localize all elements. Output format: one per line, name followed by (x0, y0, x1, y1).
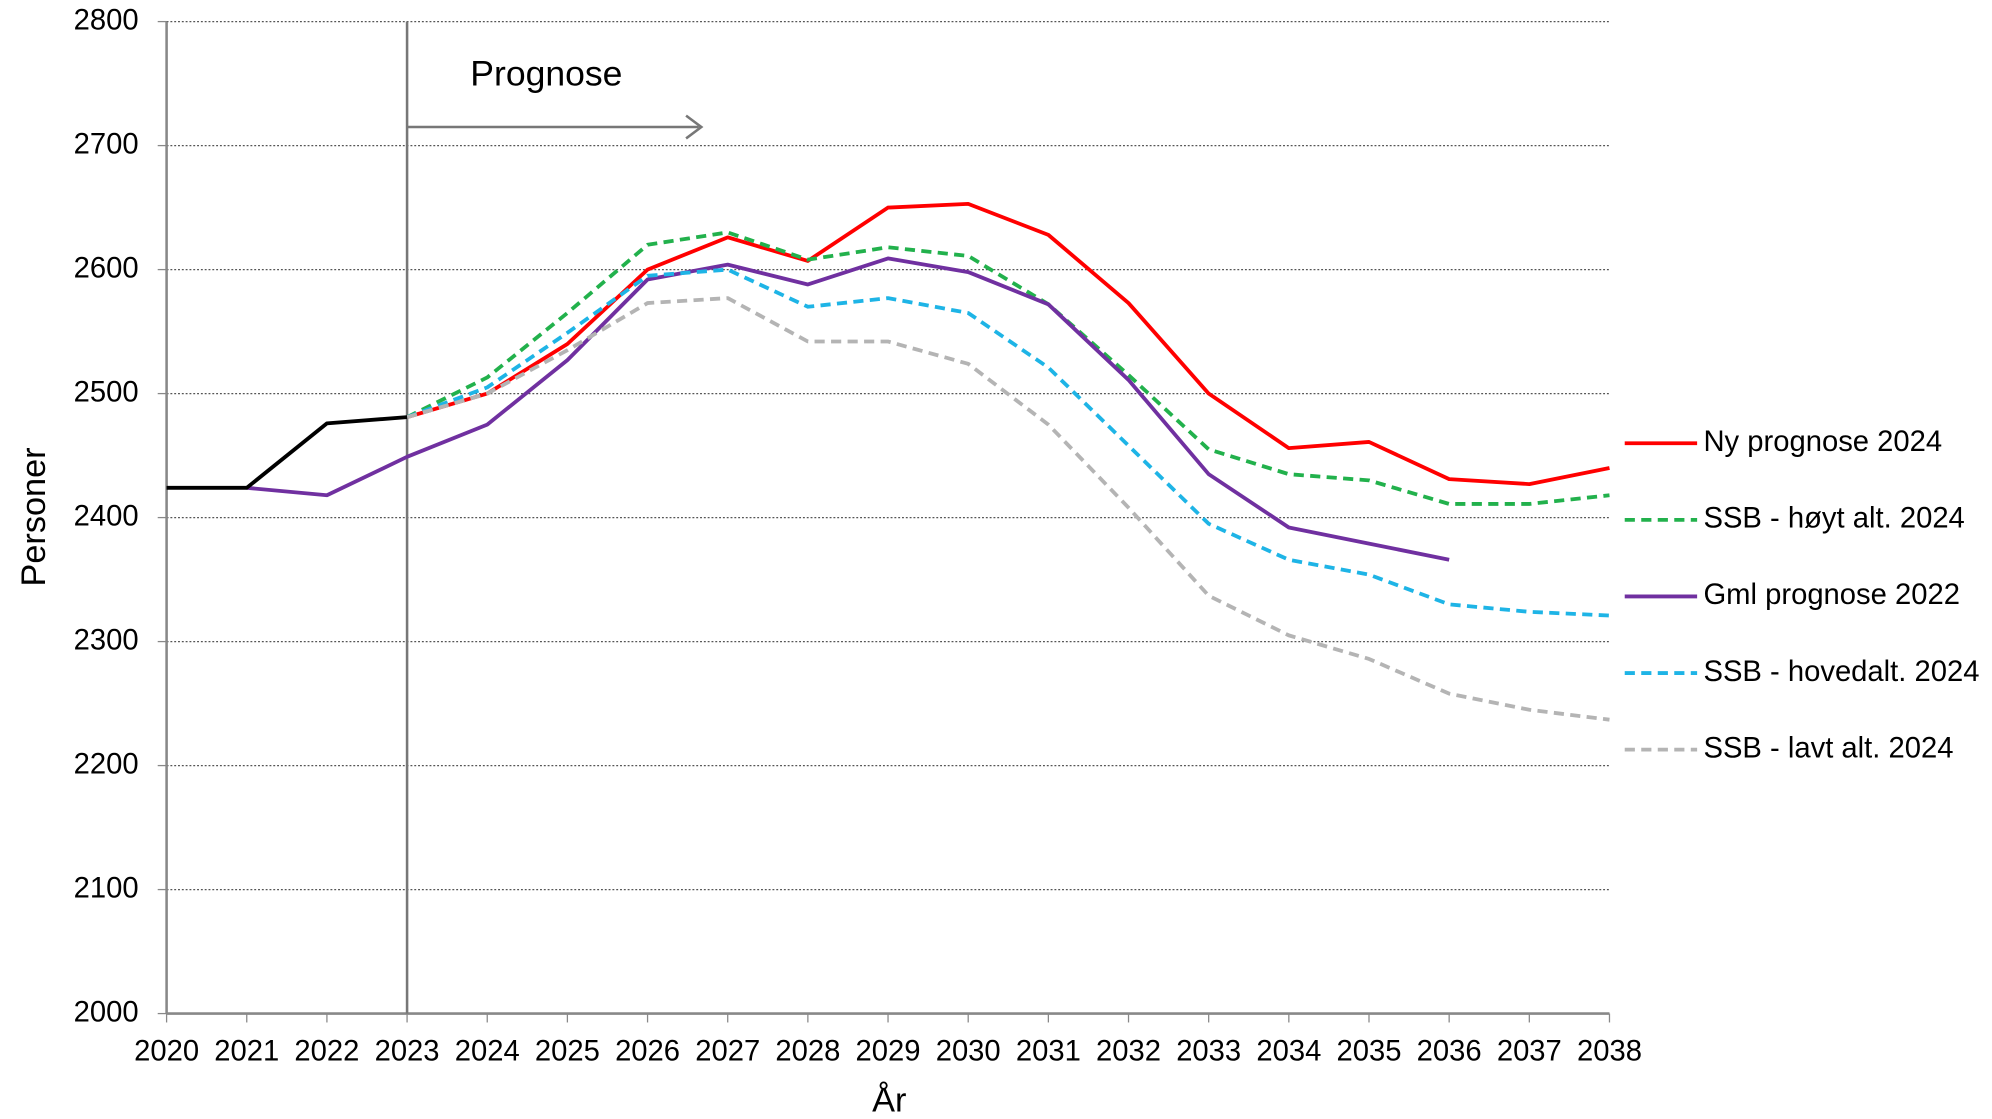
y-tick-label: 2300 (74, 624, 139, 656)
legend-label: SSB - høyt alt. 2024 (1703, 503, 1964, 535)
legend-label: Ny prognose 2024 (1703, 426, 1942, 458)
x-tick-label: 2034 (1256, 1036, 1321, 1068)
series-line (406, 267, 1610, 618)
x-tick-label: 2037 (1497, 1036, 1562, 1068)
y-tick-label: 2800 (74, 4, 139, 36)
x-tick-label: 2023 (375, 1036, 440, 1068)
series-line (166, 415, 408, 490)
x-tick-label: 2021 (214, 1036, 279, 1068)
x-tick-label: 2030 (936, 1036, 1001, 1068)
x-tick-label: 2020 (134, 1036, 199, 1068)
x-tick-label: 2027 (695, 1036, 760, 1068)
y-tick-label: 2400 (74, 500, 139, 532)
y-tick-label: 2100 (74, 872, 139, 904)
y-tick-label: 2500 (74, 376, 139, 408)
x-tick-label: 2024 (455, 1036, 520, 1068)
x-tick-label: 2029 (856, 1036, 921, 1068)
legend-label: SSB - hovedalt. 2024 (1703, 656, 1979, 688)
x-tick-label: 2032 (1096, 1036, 1161, 1068)
y-tick-label: 2200 (74, 748, 139, 780)
series-line (406, 230, 1610, 506)
y-tick-label: 2600 (74, 252, 139, 284)
legend-label: SSB - lavt alt. 2024 (1703, 732, 1953, 764)
x-tick-label: 2022 (294, 1036, 359, 1068)
x-tick-label: 2025 (535, 1036, 600, 1068)
y-axis-label: Personer (15, 447, 53, 586)
x-axis-label: År (872, 1081, 906, 1119)
annotation: Prognose (470, 54, 622, 94)
x-tick-label: 2038 (1577, 1036, 1642, 1068)
x-tick-label: 2026 (615, 1036, 680, 1068)
x-tick-label: 2031 (1016, 1036, 1081, 1068)
x-tick-label: 2036 (1417, 1036, 1482, 1068)
y-tick-label: 2700 (74, 128, 139, 160)
y-tick-label: 2000 (74, 996, 139, 1028)
legend-label: Gml prognose 2022 (1703, 579, 1960, 611)
x-tick-label: 2028 (775, 1036, 840, 1068)
x-tick-label: 2035 (1337, 1036, 1402, 1068)
x-tick-label: 2033 (1176, 1036, 1241, 1068)
series-line (406, 201, 1610, 487)
series-line (246, 256, 1450, 562)
annotation-arrowhead (685, 114, 704, 140)
series-line (406, 296, 1610, 722)
